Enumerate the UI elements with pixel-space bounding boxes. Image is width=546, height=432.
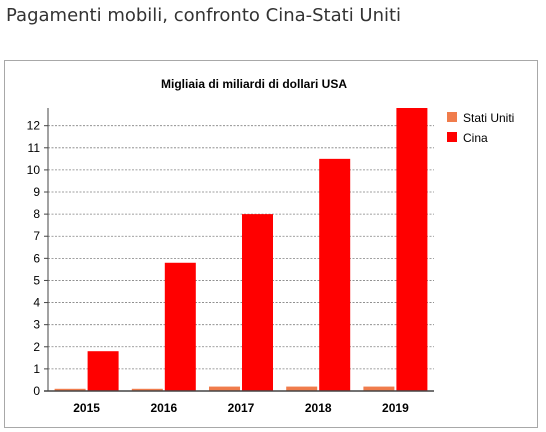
bar-stati-uniti-2015	[54, 388, 86, 391]
bar-cina-2019	[396, 108, 428, 391]
bars	[54, 108, 428, 391]
y-tick-label: 7	[33, 229, 40, 243]
bar-cina-2018	[319, 158, 351, 391]
page-title: Pagamenti mobili, confronto Cina-Stati U…	[6, 5, 402, 26]
y-tick-label: 5	[33, 273, 40, 287]
legend-swatch	[447, 112, 457, 122]
bar-stati-uniti-2017	[209, 386, 240, 391]
y-tick-label: 2	[33, 340, 40, 354]
legend-label: Cina	[463, 131, 488, 145]
bar-stati-uniti-2018	[286, 386, 318, 391]
x-tick-label: 2015	[73, 401, 100, 415]
bar-stati-uniti-2016	[131, 388, 163, 391]
bar-cina-2016	[164, 262, 196, 391]
y-tick-label: 11	[28, 141, 41, 155]
y-tick-label: 12	[27, 119, 41, 133]
y-tick-label: 9	[33, 185, 40, 199]
bar-cina-2017	[242, 214, 273, 391]
y-tick-label: 10	[27, 163, 41, 177]
bar-stati-uniti-2019	[363, 386, 395, 391]
y-tick-label: 4	[33, 296, 40, 310]
grid-lines	[48, 125, 434, 370]
axes	[44, 108, 434, 392]
x-tick-labels: 2015 2016 2017 2018 2019	[73, 401, 409, 415]
legend: Stati Uniti Cina	[447, 111, 514, 145]
y-tick-label: 1	[33, 362, 40, 376]
y-tick-label: 0	[33, 384, 40, 398]
legend-label: Stati Uniti	[463, 111, 514, 125]
y-tick-label: 6	[33, 251, 40, 265]
x-tick-label: 2016	[150, 401, 177, 415]
bar-cina-2015	[87, 351, 119, 391]
x-tick-label: 2018	[305, 401, 332, 415]
x-tick-label: 2019	[382, 401, 409, 415]
x-tick-label: 2017	[228, 401, 255, 415]
y-tick-label: 3	[33, 318, 40, 332]
legend-swatch	[447, 132, 457, 142]
chart-title: Migliaia di miliardi di dollari USA	[161, 77, 347, 91]
y-tick-label: 8	[33, 207, 40, 221]
